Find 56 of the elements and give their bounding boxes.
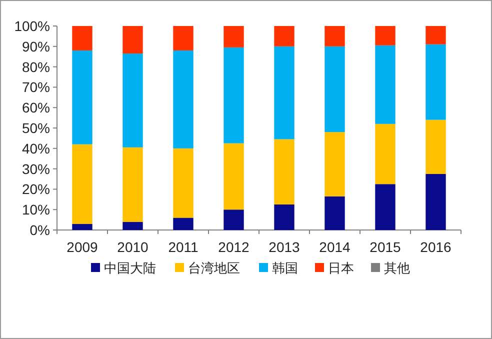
bar: [375, 45, 396, 124]
x-tick-label: 2011: [168, 239, 199, 255]
bar: [72, 144, 92, 224]
bar: [224, 26, 244, 48]
y-tick-label: 0%: [30, 222, 50, 238]
bar: [173, 148, 194, 218]
bar: [224, 47, 244, 144]
bar: [426, 26, 446, 44]
y-tick-label: 50%: [22, 120, 50, 136]
bar: [324, 132, 345, 196]
legend-label: 其他: [384, 260, 410, 276]
x-tick-label: 2016: [420, 239, 452, 255]
bar: [274, 26, 294, 46]
x-tick-label: 2010: [117, 239, 149, 255]
bar: [173, 26, 194, 50]
bar: [274, 204, 294, 230]
bar: [122, 26, 143, 54]
bar: [72, 26, 92, 50]
bar: [375, 26, 396, 46]
bar: [426, 120, 446, 174]
y-tick-label: 30%: [22, 160, 50, 177]
bar: [426, 44, 446, 120]
bar: [122, 222, 143, 230]
bar: [224, 210, 244, 230]
y-tick-label: 70%: [22, 79, 50, 96]
bar: [375, 184, 396, 230]
x-tick-label: 2014: [319, 239, 351, 255]
y-tick-label: 20%: [22, 181, 50, 198]
bar: [173, 50, 194, 148]
legend-label: 中国大陆: [104, 260, 156, 276]
bar: [274, 139, 294, 204]
legend-label: 台湾地区: [188, 260, 240, 276]
x-tick-label: 2013: [268, 239, 300, 255]
bar: [324, 46, 345, 132]
y-tick-label: 100%: [14, 18, 50, 34]
bar: [426, 174, 446, 230]
bar: [324, 196, 345, 230]
y-tick-label: 90%: [22, 38, 50, 54]
x-tick-label: 2012: [218, 239, 250, 255]
y-tick-label: 10%: [22, 202, 50, 218]
y-tick-label: 60%: [22, 100, 50, 116]
y-tick-label: 40%: [22, 140, 50, 156]
bar: [224, 143, 244, 210]
bar: [375, 124, 396, 184]
bar: [122, 54, 143, 148]
bar: [274, 46, 294, 140]
x-tick-label: 2015: [370, 239, 402, 255]
legend-label: 韩国: [272, 260, 298, 276]
bar: [122, 147, 143, 222]
legend-label: 日本: [328, 260, 354, 276]
x-tick-label: 2009: [66, 239, 98, 255]
y-tick-label: 80%: [22, 58, 50, 75]
bar: [324, 26, 345, 46]
bar: [173, 218, 194, 230]
bar: [72, 50, 92, 144]
bar: [72, 224, 92, 230]
